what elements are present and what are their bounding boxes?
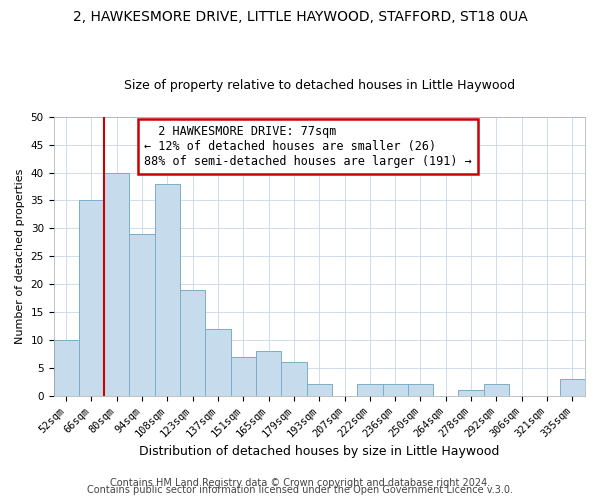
Bar bbox=[205, 328, 230, 396]
Y-axis label: Number of detached properties: Number of detached properties bbox=[15, 168, 25, 344]
Text: 2, HAWKESMORE DRIVE, LITTLE HAYWOOD, STAFFORD, ST18 0UA: 2, HAWKESMORE DRIVE, LITTLE HAYWOOD, STA… bbox=[73, 10, 527, 24]
Bar bbox=[155, 184, 180, 396]
Bar bbox=[458, 390, 484, 396]
Bar bbox=[357, 384, 383, 396]
Bar bbox=[256, 351, 281, 396]
Text: 2 HAWKESMORE DRIVE: 77sqm
← 12% of detached houses are smaller (26)
88% of semi-: 2 HAWKESMORE DRIVE: 77sqm ← 12% of detac… bbox=[144, 125, 472, 168]
Title: Size of property relative to detached houses in Little Haywood: Size of property relative to detached ho… bbox=[124, 79, 515, 92]
Bar bbox=[104, 172, 130, 396]
Bar bbox=[383, 384, 408, 396]
Text: Contains HM Land Registry data © Crown copyright and database right 2024.: Contains HM Land Registry data © Crown c… bbox=[110, 478, 490, 488]
Bar bbox=[130, 234, 155, 396]
Bar bbox=[484, 384, 509, 396]
Bar bbox=[408, 384, 433, 396]
Text: Contains public sector information licensed under the Open Government Licence v.: Contains public sector information licen… bbox=[87, 485, 513, 495]
X-axis label: Distribution of detached houses by size in Little Haywood: Distribution of detached houses by size … bbox=[139, 444, 499, 458]
Bar bbox=[230, 356, 256, 396]
Bar bbox=[307, 384, 332, 396]
Bar bbox=[180, 290, 205, 396]
Bar bbox=[560, 379, 585, 396]
Bar bbox=[281, 362, 307, 396]
Bar bbox=[79, 200, 104, 396]
Bar bbox=[53, 340, 79, 396]
